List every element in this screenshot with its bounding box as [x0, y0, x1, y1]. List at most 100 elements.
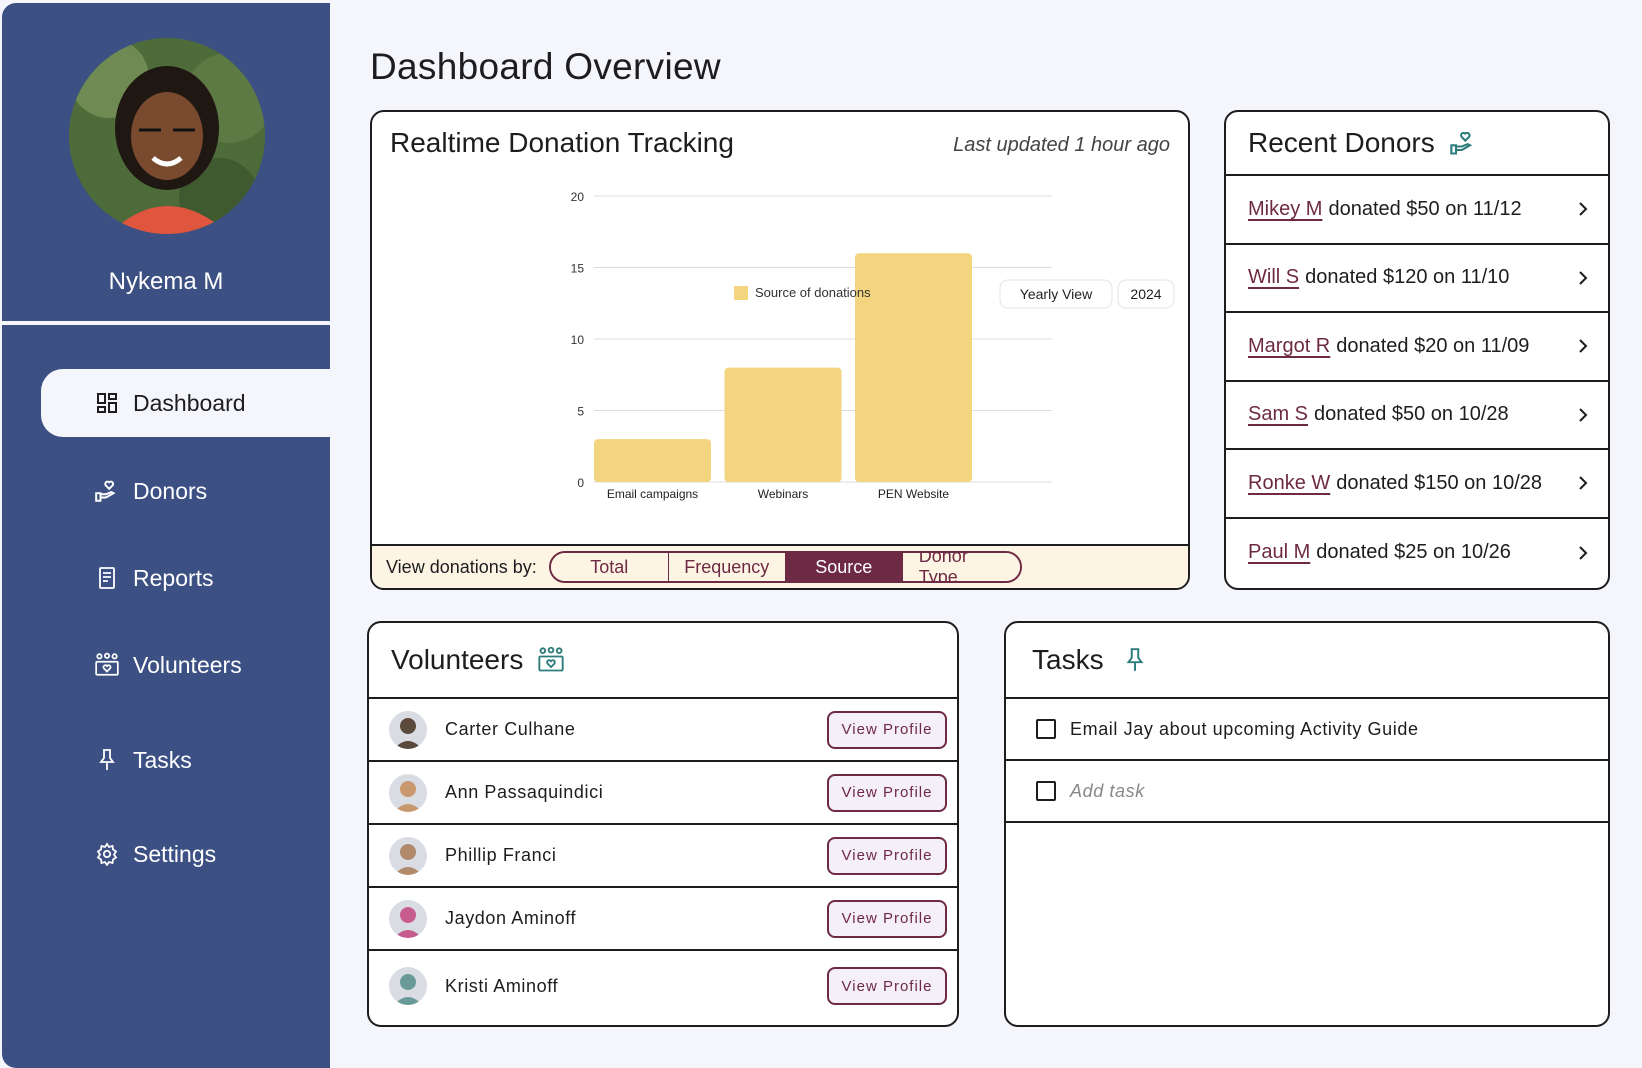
gear-icon: [93, 840, 121, 868]
add-task-input[interactable]: Add task: [1070, 780, 1145, 801]
sidebar-item-label: Dashboard: [133, 389, 246, 416]
view-by-label: View donations by:: [386, 556, 537, 577]
yearly-view-button[interactable]: Yearly View: [999, 279, 1113, 309]
donation-detail: donated $25 on 10/26: [1316, 541, 1511, 564]
year-button[interactable]: 2024: [1117, 279, 1175, 309]
avatar: [389, 773, 427, 812]
chevron-right-icon[interactable]: [1576, 271, 1590, 285]
volunteer-name: Ann Passaquindici: [445, 782, 604, 802]
donation-chart: 0 5 10 15 20 Email campaigns Webinars PEN Webs…: [571, 190, 1175, 501]
sidebar: Nykema M Dashboard Donors Reports Volunt…: [2, 3, 330, 1068]
volunteer-row: Carter Culhane View Profile: [369, 699, 957, 762]
volunteer-list: Carter Culhane View Profile Ann Passaquind…: [369, 699, 957, 1021]
volunteers-card: Volunteers Carter Culhane View Profile Ann…: [367, 621, 959, 1027]
sidebar-item-label: Volunteers: [133, 651, 242, 678]
volunteers-icon: [93, 651, 121, 679]
sidebar-item-dashboard[interactable]: Dashboard: [41, 369, 330, 437]
y-tick-label: 20: [571, 190, 585, 204]
bar-webinars[interactable]: [724, 367, 842, 482]
pin-icon: [93, 746, 121, 774]
sidebar-item-volunteers[interactable]: Volunteers: [41, 631, 330, 699]
x-tick-label: Webinars: [758, 487, 808, 501]
card-title: Volunteers: [391, 644, 524, 675]
segment-total[interactable]: Total: [550, 553, 669, 581]
legend-label: Source of donations: [755, 285, 871, 300]
chevron-right-icon[interactable]: [1576, 408, 1590, 422]
y-tick-label: 15: [571, 262, 585, 276]
volunteer-row: Ann Passaquindici View Profile: [369, 762, 957, 825]
bar-email-campaigns[interactable]: [594, 439, 711, 482]
segment-source[interactable]: Source: [785, 553, 903, 581]
volunteer-row: Jaydon Aminoff View Profile: [369, 888, 957, 951]
donor-name-link[interactable]: Mikey M: [1248, 197, 1323, 220]
bar-pen-website[interactable]: [855, 253, 972, 482]
donor-name-link[interactable]: Paul M: [1248, 541, 1311, 564]
volunteers-icon: [537, 646, 565, 674]
view-profile-button[interactable]: View Profile: [827, 710, 947, 749]
report-icon: [93, 564, 121, 592]
donation-detail: donated $50 on 11/12: [1328, 197, 1522, 220]
card-header: Recent Donors: [1226, 112, 1608, 176]
view-profile-button[interactable]: View Profile: [827, 773, 947, 812]
card-title: Recent Donors: [1248, 127, 1435, 158]
chevron-right-icon[interactable]: [1576, 476, 1590, 490]
view-profile-button[interactable]: View Profile: [827, 899, 947, 938]
page-title: Dashboard Overview: [370, 46, 721, 87]
card-header: Tasks: [1006, 623, 1608, 699]
add-task-row[interactable]: Add task: [1006, 761, 1608, 823]
x-tick-label: PEN Website: [878, 487, 949, 501]
avatar: [389, 967, 427, 1005]
segment-donor-type[interactable]: Donor Type: [902, 553, 1020, 581]
legend-swatch: [734, 286, 748, 300]
donation-detail: donated $120 on 11/10: [1305, 266, 1510, 289]
chevron-right-icon[interactable]: [1576, 339, 1590, 353]
sidebar-item-tasks[interactable]: Tasks: [41, 726, 330, 794]
avatar: [389, 710, 427, 749]
sidebar-item-reports[interactable]: Reports: [41, 544, 330, 612]
volunteer-name: Carter Culhane: [445, 719, 576, 739]
volunteer-name: Jaydon Aminoff: [445, 908, 577, 928]
profile-section: [2, 3, 330, 325]
view-profile-button[interactable]: View Profile: [827, 967, 947, 1005]
pin-icon: [1122, 647, 1148, 673]
segment-frequency[interactable]: Frequency: [668, 553, 786, 581]
sidebar-item-settings[interactable]: Settings: [41, 820, 330, 888]
donor-name-link[interactable]: Sam S: [1248, 403, 1309, 426]
sidebar-item-label: Donors: [133, 477, 208, 504]
card-title: Realtime Donation Tracking: [390, 127, 734, 158]
year-label: 2024: [1130, 286, 1161, 302]
volunteer-name: Kristi Aminoff: [445, 975, 559, 996]
y-tick-label: 5: [577, 405, 584, 419]
task-checkbox[interactable]: [1036, 719, 1056, 739]
x-axis-labels: Email campaigns Webinars PEN Website: [607, 487, 950, 501]
task-label: Email Jay about upcoming Activity Guide: [1070, 718, 1419, 739]
view-profile-button[interactable]: View Profile: [827, 836, 947, 875]
donor-name-link[interactable]: Will S: [1248, 266, 1300, 289]
profile-name: Nykema M: [108, 268, 224, 295]
donation-tracking-card: Realtime Donation Tracking Last updated …: [370, 110, 1190, 590]
y-axis-ticks: 0 5 10 15 20: [571, 190, 585, 490]
sidebar-item-donors[interactable]: Donors: [41, 457, 330, 525]
y-tick-label: 0: [577, 476, 584, 490]
volunteer-row: Phillip Franci View Profile: [369, 825, 957, 888]
chevron-right-icon[interactable]: [1576, 202, 1590, 216]
sidebar-item-label: Reports: [133, 564, 214, 591]
sidebar-item-label: Tasks: [133, 746, 192, 773]
y-tick-label: 10: [571, 333, 585, 347]
donor-name-link[interactable]: Margot R: [1248, 334, 1331, 357]
volunteer-name: Phillip Franci: [445, 845, 557, 865]
chevron-right-icon[interactable]: [1576, 546, 1590, 560]
card-header: Volunteers: [369, 623, 957, 699]
x-tick-label: Email campaigns: [607, 487, 698, 501]
donor-name-link[interactable]: Ronke W: [1248, 471, 1331, 494]
avatar[interactable]: [69, 38, 265, 234]
task-checkbox[interactable]: [1036, 781, 1056, 801]
view-donations-bar: View donations by: Total Frequency Sourc…: [372, 544, 1188, 588]
avatar: [389, 899, 427, 938]
